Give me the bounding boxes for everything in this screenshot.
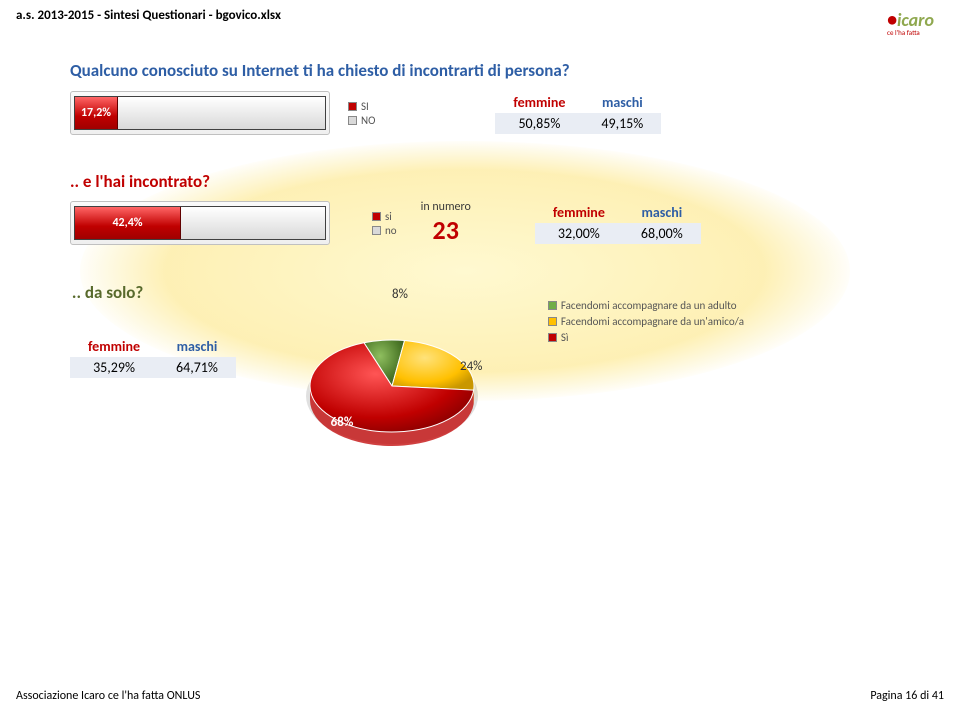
femmine-value: 32,00% (535, 223, 623, 244)
q1-bar-legend: SI NO (348, 99, 375, 128)
pie-label-24: 24% (460, 359, 482, 374)
q1-section: Qualcuno conosciuto su Internet ti ha ch… (70, 60, 890, 135)
q3-left-col: femmine maschi 35,29% 64,71% (70, 336, 236, 378)
filename-label: a.s. 2013-2015 - Sintesi Questionari - b… (16, 8, 281, 23)
legend-swatch-no (372, 226, 381, 235)
q3-table: femmine maschi 35,29% 64,71% (70, 336, 236, 378)
q2-section: .. e l'hai incontrato? 42,4% si no in nu… (70, 171, 890, 246)
maschi-header: maschi (158, 336, 236, 357)
in-numero-value: 23 (421, 214, 471, 246)
page-footer: Associazione Icaro ce l'ha fatta ONLUS P… (16, 689, 944, 703)
femmine-header: femmine (495, 92, 583, 113)
q2-bar-legend: si no (372, 209, 397, 238)
maschi-value: 68,00% (623, 223, 701, 244)
q3-pie-legend: Facendomi accompagnare da un adulto Face… (548, 296, 744, 347)
pie-label-8: 8% (392, 287, 408, 302)
femmine-value: 50,85% (495, 113, 583, 134)
q1-bar-value: 17,2% (81, 106, 111, 120)
q2-title: .. e l'hai incontrato? (70, 171, 890, 192)
footer-left: Associazione Icaro ce l'ha fatta ONLUS (16, 689, 200, 703)
q1-bar-chart: 17,2% (70, 91, 330, 135)
legend-swatch-green (548, 301, 557, 310)
page-header: a.s. 2013-2015 - Sintesi Questionari - b… (0, 0, 960, 40)
q3-pie-chart: .. da solo? (272, 276, 512, 476)
femmine-value: 35,29% (70, 357, 158, 378)
pie-svg: 8% 24% 68% (272, 276, 512, 476)
legend-swatch-red (548, 333, 557, 342)
q3-title: .. da solo? (72, 282, 143, 303)
maschi-value: 49,15% (583, 113, 661, 134)
q3-section: femmine maschi 35,29% 64,71% .. da solo? (70, 276, 890, 476)
q1-title: Qualcuno conosciuto su Internet ti ha ch… (70, 60, 890, 81)
q2-table: femmine maschi 32,00% 68,00% (535, 202, 701, 244)
in-numero-label: in numero (421, 200, 471, 214)
legend-text-c: Sì (561, 331, 569, 344)
legend-swatch-si (348, 102, 357, 111)
q2-bar-value: 42,4% (112, 216, 142, 230)
q1-bar-fill: 17,2% (75, 97, 118, 129)
femmine-header: femmine (70, 336, 158, 357)
pie-label-68: 68% (331, 415, 354, 430)
maschi-value: 64,71% (158, 357, 236, 378)
legend-text-a: Facendomi accompagnare da un adulto (561, 299, 737, 312)
legend-swatch-si (372, 212, 381, 221)
femmine-header: femmine (535, 202, 623, 223)
logo: •icaro ce l'ha fatta (887, 8, 934, 40)
q1-table: femmine maschi 50,85% 49,15% (495, 92, 661, 134)
maschi-header: maschi (623, 202, 701, 223)
footer-right: Pagina 16 di 41 (870, 689, 944, 703)
legend-swatch-yellow (548, 317, 557, 326)
in-numero-block: in numero 23 (421, 200, 471, 246)
maschi-header: maschi (583, 92, 661, 113)
legend-swatch-no (348, 116, 357, 125)
content-area: Qualcuno conosciuto su Internet ti ha ch… (0, 40, 960, 476)
legend-text-b: Facendomi accompagnare da un'amico/a (561, 315, 744, 328)
q2-bar-chart: 42,4% (70, 201, 330, 245)
q2-bar-fill: 42,4% (75, 207, 181, 239)
